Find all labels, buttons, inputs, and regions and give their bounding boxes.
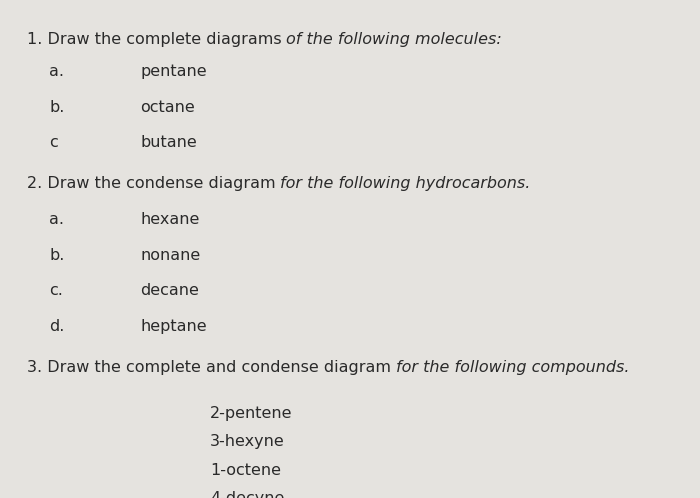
Text: d.: d.	[49, 319, 64, 334]
Text: for the following compounds.: for the following compounds.	[395, 360, 629, 374]
Text: a.: a.	[49, 64, 64, 79]
Text: nonane: nonane	[140, 248, 200, 262]
Text: 1. Draw the complete diagrams: 1. Draw the complete diagrams	[27, 32, 286, 47]
Text: c.: c.	[49, 283, 63, 298]
Text: 4-decyne: 4-decyne	[210, 491, 284, 498]
Text: 2-pentene: 2-pentene	[210, 406, 293, 421]
Text: 3. Draw the complete and condense diagram: 3. Draw the complete and condense diagra…	[27, 360, 395, 374]
Text: pentane: pentane	[140, 64, 206, 79]
Text: decane: decane	[140, 283, 199, 298]
Text: 1-octene: 1-octene	[210, 463, 281, 478]
Text: heptane: heptane	[140, 319, 206, 334]
Text: a.: a.	[49, 212, 64, 227]
Text: 2. Draw the condense diagram: 2. Draw the condense diagram	[27, 176, 280, 191]
Text: b.: b.	[49, 248, 64, 262]
Text: butane: butane	[140, 135, 197, 150]
Text: of the following molecules:: of the following molecules:	[286, 32, 502, 47]
Text: hexane: hexane	[140, 212, 199, 227]
Text: octane: octane	[140, 100, 195, 115]
Text: for the following hydrocarbons.: for the following hydrocarbons.	[280, 176, 531, 191]
Text: 3-hexyne: 3-hexyne	[210, 434, 285, 449]
Text: c: c	[49, 135, 57, 150]
Text: b.: b.	[49, 100, 64, 115]
